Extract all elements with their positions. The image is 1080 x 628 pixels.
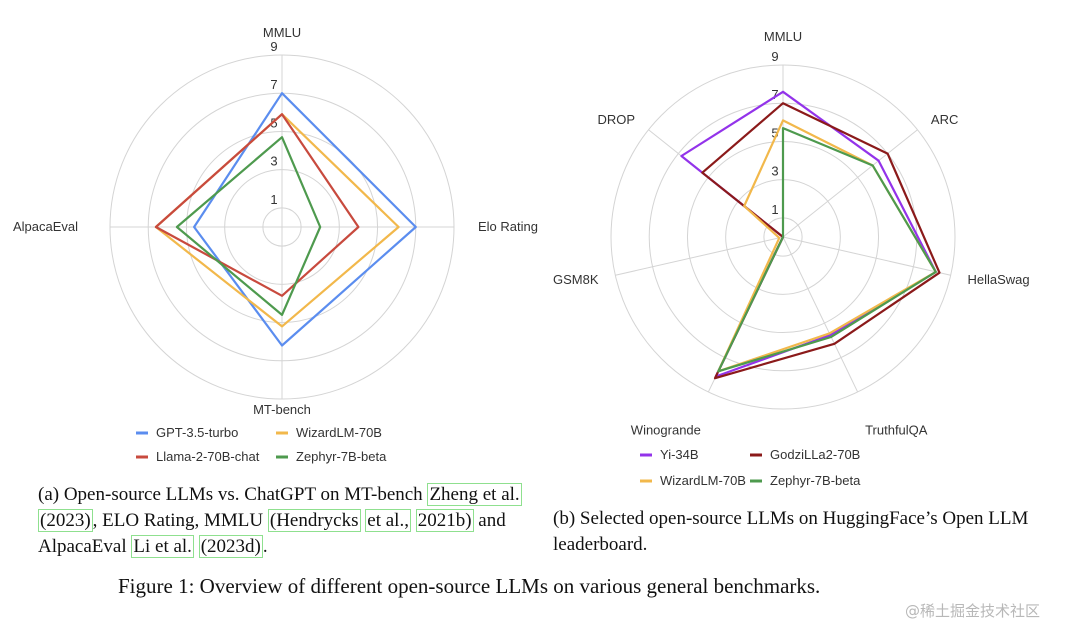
caption-a-text-2: , ELO Rating, MMLU xyxy=(92,510,268,531)
citation-hendrycks[interactable]: (Hendrycks xyxy=(267,509,361,532)
chart-b-tick-1: 1 xyxy=(771,202,778,217)
chart-a-axis-label-elo-rating: Elo Rating xyxy=(478,219,538,234)
chart-b-axis-label-drop: DROP xyxy=(598,112,636,127)
chart-a-axis-label-alpacaeval: AlpacaEval xyxy=(13,219,78,234)
chart-b-spoke-arc xyxy=(782,129,918,238)
chart-a-tick-1: 1 xyxy=(270,192,277,207)
chart-a-axis-label-mt-bench: MT-bench xyxy=(253,402,311,417)
chart-b-tick-7: 7 xyxy=(771,87,778,102)
caption-a-text-4: . xyxy=(262,536,268,557)
chart-a-tick-9: 9 xyxy=(270,39,277,54)
chart-a-tick-3: 3 xyxy=(270,154,277,169)
chart-a-tick-7: 7 xyxy=(270,77,277,92)
chart-b-axis-label-truthfulqa: TruthfulQA xyxy=(865,422,928,437)
chart-b-tick-5: 5 xyxy=(771,125,778,140)
chart-a-legend-label-zephyr-7b-beta: Zephyr-7B-beta xyxy=(296,449,387,464)
chart-b-series-yi-34b xyxy=(680,90,937,378)
caption-a-text-1: (a) Open-source LLMs vs. ChatGPT on MT-b… xyxy=(38,484,423,505)
citation-hendrycks-etal[interactable]: et al., xyxy=(365,509,411,532)
chart-b-series-wizardlm-70b xyxy=(717,119,937,373)
chart-a-series-llama-2-70b-chat xyxy=(154,113,360,297)
chart-a-legend-label-llama-2-70b-chat: Llama-2-70B-chat xyxy=(156,449,260,464)
chart-b-tick-9: 9 xyxy=(771,49,778,64)
citation-hendrycks-year[interactable]: 2021b) xyxy=(415,509,474,532)
chart-a-series-wizardlm-70b xyxy=(154,113,400,328)
citation-zheng[interactable]: Zheng et al. xyxy=(427,483,522,506)
chart-b-legend-label-zephyr-7b-beta: Zephyr-7B-beta xyxy=(770,473,861,488)
chart-b-series-zephyr-7b-beta xyxy=(717,127,937,373)
chart-b-axis-label-hellaswag: HellaSwag xyxy=(967,272,1029,287)
chart-b-axis-label-winogrande: Winogrande xyxy=(631,422,701,437)
chart-b-tick-3: 3 xyxy=(771,164,778,179)
chart-a-legend-label-wizardlm-70b: WizardLM-70B xyxy=(296,425,382,440)
chart-b-legend-label-godzilla2-70b: GodziLLa2-70B xyxy=(770,447,860,462)
chart-b-legend-label-wizardlm-70b: WizardLM-70B xyxy=(660,473,746,488)
chart-b-series-godzilla2-70b xyxy=(701,102,941,380)
chart-b-spoke-hellaswag xyxy=(782,236,951,276)
chart-b-spoke-gsm8k xyxy=(615,236,784,276)
chart-a-series-gpt-3-5-turbo xyxy=(193,92,417,347)
figure-caption: Figure 1: Overview of different open-sou… xyxy=(118,574,821,598)
chart-b-axis-label-gsm8k: GSM8K xyxy=(553,272,599,287)
chart-b-axis-label-mmlu: MMLU xyxy=(764,29,802,44)
chart-a-series-zephyr-7b-beta xyxy=(175,136,322,316)
chart-b-axis-label-arc: ARC xyxy=(931,112,958,127)
chart-a-tick-5: 5 xyxy=(270,115,277,130)
caption-a-text-3: and AlpacaEval xyxy=(38,510,506,557)
caption-a: (a) Open-source LLMs vs. ChatGPT on MT-b… xyxy=(38,482,528,560)
chart-a-legend-label-gpt-3-5-turbo: GPT-3.5-turbo xyxy=(156,425,238,440)
citation-zheng-year[interactable]: (2023) xyxy=(38,509,93,532)
chart-a-axis-label-mmlu: MMLU xyxy=(263,25,301,40)
chart-b: 1 3 5 7 9 MMLU ARC HellaSwag TruthfulQA Winogrand… xyxy=(553,29,1030,488)
caption-b: (b) Selected open-source LLMs on Hugging… xyxy=(553,508,1029,555)
citation-li[interactable]: Li et al. xyxy=(131,535,194,558)
chart-b-spoke-truthfulqa xyxy=(782,236,859,393)
chart-b-legend-label-yi-34b: Yi-34B xyxy=(660,447,699,462)
citation-li-year[interactable]: (2023d) xyxy=(198,535,263,558)
watermark: @稀土掘金技术社区 xyxy=(905,602,1041,620)
